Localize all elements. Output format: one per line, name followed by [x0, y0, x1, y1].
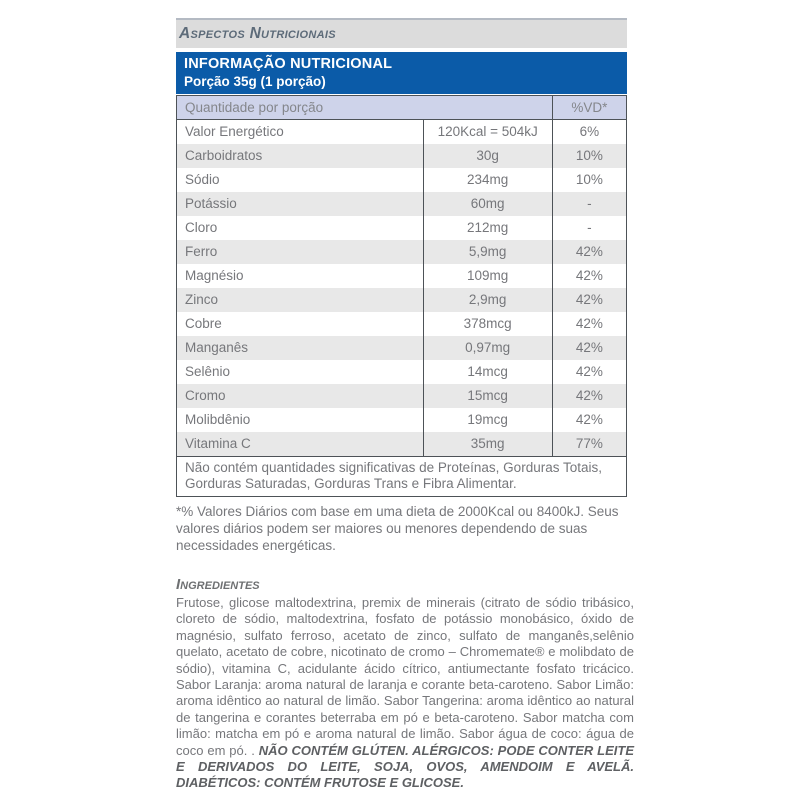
nutrient-daily-value: 42% [551, 360, 627, 384]
nutrient-daily-value: 42% [551, 408, 627, 432]
section-header: Aspectos Nutricionais [176, 18, 627, 48]
nutrient-amount: 30g [422, 144, 553, 168]
nutrient-amount: 35mg [422, 432, 553, 457]
nutrient-label: Valor Energético [185, 124, 284, 139]
nutrient-amount: 234mg [422, 168, 553, 192]
nutrient-row: Sódio 234mg 10% [177, 168, 627, 192]
quantity-per-serving-header: Quantidade por porção [176, 95, 553, 120]
nutrient-row: Manganês 0,97mg 42% [176, 336, 627, 360]
nutrient-label: Carboidratos [185, 148, 263, 163]
nutrient-amount: 19mcg [422, 408, 553, 432]
daily-values-note: *% Valores Diários com base em uma dieta… [176, 504, 619, 553]
nutrient-daily-value: - [551, 192, 627, 216]
nutrient-daily-value: 77% [551, 432, 627, 457]
daily-value-header: %VD* [551, 95, 627, 120]
nutrition-rows: Valor Energético 120Kcal = 504kJ 6% Carboid… [176, 119, 627, 457]
nutrient-daily-value: 10% [551, 144, 627, 168]
nutrient-row: Carboidratos 30g 10% [176, 144, 627, 168]
nutrient-daily-value: 42% [551, 240, 627, 264]
ingredients-text: Frutose, glicose maltodextrina, premix d… [176, 595, 634, 792]
nutrient-label: Cloro [185, 220, 218, 235]
nutrient-row: Molibdênio 19mcg 42% [177, 408, 627, 432]
nutrient-amount: 60mg [422, 192, 553, 216]
nutrient-label: Cobre [185, 316, 222, 331]
ingredients-section: Ingredientes Frutose, glicose maltodextr… [176, 576, 634, 792]
table-footnote: Não contém quantidades significativas de… [176, 456, 627, 497]
table-title-band: INFORMAÇÃO NUTRICIONAL Porção 35g (1 por… [176, 52, 627, 94]
nutrient-amount: 120Kcal = 504kJ [422, 119, 553, 144]
nutrient-daily-value: 6% [551, 119, 627, 144]
nutrient-label: Magnésio [185, 268, 244, 283]
nutrient-label: Selênio [185, 364, 231, 379]
nutrient-amount: 109mg [422, 264, 553, 288]
nutrient-daily-value: 42% [551, 264, 627, 288]
nutrient-label: Molibdênio [185, 412, 251, 427]
nutrient-row: Zinco 2,9mg 42% [176, 288, 627, 312]
nutrient-daily-value: 42% [551, 336, 627, 360]
nutrient-amount: 14mcg [422, 360, 553, 384]
nutrient-amount: 15mcg [422, 384, 553, 408]
nutrient-daily-value: 42% [551, 288, 627, 312]
table-header-row: Quantidade por porção %VD* [176, 95, 627, 120]
nutrient-row: Selênio 14mcg 42% [177, 360, 627, 384]
nutrient-amount: 0,97mg [422, 336, 553, 360]
nutrient-label: Vitamina C [185, 436, 251, 451]
nutrient-label: Potássio [185, 196, 237, 211]
nutrient-amount: 212mg [422, 216, 553, 240]
nutrient-row: Vitamina C 35mg 77% [176, 432, 627, 457]
nutrient-row: Potássio 60mg - [176, 192, 627, 216]
nutrient-row: Magnésio 109mg 42% [177, 264, 627, 288]
nutrition-table: Quantidade por porção %VD* Valor Energét… [176, 95, 627, 497]
nutrient-label: Ferro [185, 244, 218, 259]
nutrition-label: Aspectos Nutricionais INFORMAÇÃO NUTRICI… [176, 18, 634, 792]
nutrient-label: Sódio [185, 172, 220, 187]
ingredients-title: Ingredientes [176, 576, 260, 593]
nutrient-row: Ferro 5,9mg 42% [176, 240, 627, 264]
table-subtitle: Porção 35g (1 porção) [184, 74, 326, 89]
nutrient-amount: 2,9mg [422, 288, 553, 312]
nutrient-daily-value: 42% [551, 384, 627, 408]
nutrient-amount: 5,9mg [422, 240, 553, 264]
nutrient-label: Manganês [185, 340, 249, 355]
table-footnote-row: Não contém quantidades significativas de… [176, 456, 627, 497]
nutrient-row: Valor Energético 120Kcal = 504kJ 6% [177, 119, 627, 144]
nutrient-label: Zinco [185, 292, 219, 307]
nutrient-amount: 378mcg [422, 312, 553, 336]
nutrient-row: Cobre 378mcg 42% [177, 312, 627, 336]
nutrient-daily-value: - [551, 216, 627, 240]
nutrient-daily-value: 42% [551, 312, 627, 336]
table-title: INFORMAÇÃO NUTRICIONAL [184, 56, 393, 72]
nutrient-daily-value: 10% [551, 168, 627, 192]
nutrient-label: Cromo [185, 388, 226, 403]
allergen-warning: NÃO CONTÉM GLÚTEN. ALÉRGICOS: PODE CONTE… [176, 742, 634, 791]
ingredients-body: Frutose, glicose maltodextrina, premix d… [176, 595, 634, 758]
nutrient-row: Cromo 15mcg 42% [176, 384, 627, 408]
section-title: Aspectos Nutricionais [179, 25, 336, 42]
nutrient-row: Cloro 212mg - [177, 216, 627, 240]
